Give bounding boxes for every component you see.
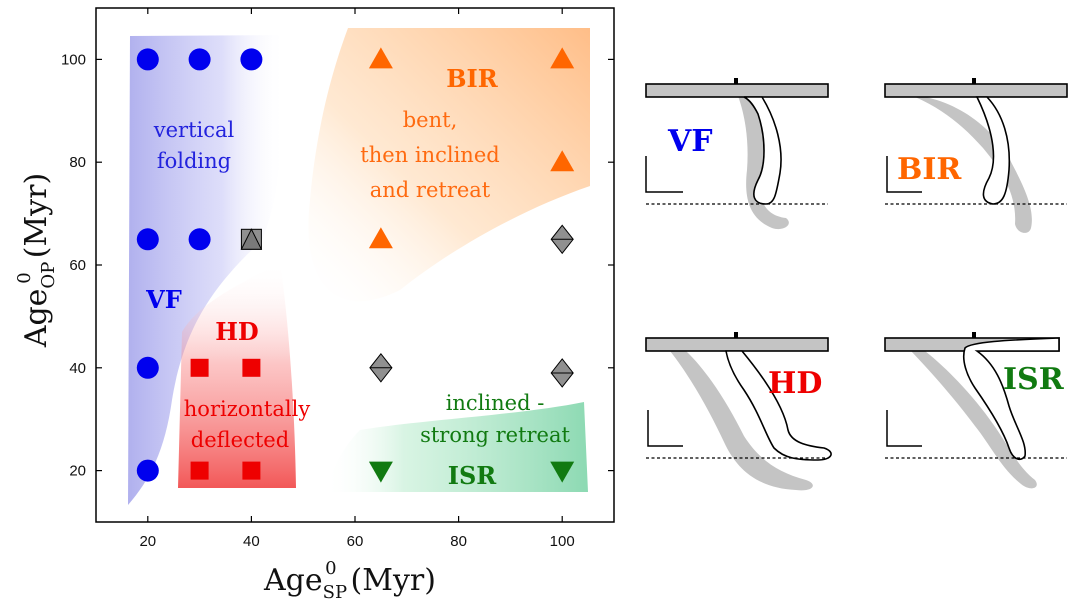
vf-description-line-1: vertical [153, 118, 235, 142]
x-axis-label: AgeSP0 (Myr) [263, 558, 436, 602]
panel-vf-label: VF [667, 124, 713, 159]
panel-isr: ISR [884, 332, 1067, 489]
panel-isr-trench-marker [972, 332, 976, 338]
panel-vf-trench-marker [734, 78, 738, 84]
bir-description-line-3: and retreat [370, 178, 491, 202]
marker-square [242, 358, 261, 377]
isr-description-line-1: inclined - [446, 391, 545, 415]
axis-ticks: 20 40 60 80 100 20 40 60 80 100 [61, 8, 614, 550]
marker-square [190, 358, 209, 377]
y-tick-label: 80 [69, 154, 86, 171]
panel-bir-label: BIR [897, 152, 962, 187]
marker-triangle-down [550, 461, 575, 483]
panel-bir: BIR [884, 78, 1068, 233]
y-tick-label: 20 [69, 463, 86, 480]
panel-hd-plate [645, 337, 829, 352]
marker-circle [188, 48, 211, 71]
region-isr [325, 402, 588, 492]
panel-vf-slab [743, 96, 782, 205]
marker-square [190, 461, 209, 480]
isr-abbr: ISR [448, 461, 498, 490]
marker-inner-triangle [240, 228, 263, 250]
isr-description-line-2: strong retreat [420, 423, 570, 447]
region-labels: vertical folding VF BIR bent, then incli… [145, 64, 570, 490]
panel-hd-trench-marker [734, 332, 738, 338]
marker-circle [136, 356, 159, 379]
x-tick-label: 100 [550, 533, 575, 550]
panel-isr-label: ISR [1003, 362, 1065, 397]
vf-description-line-2: folding [157, 149, 231, 173]
panel-vf-reference-slab [738, 96, 789, 230]
marker-circle [136, 228, 159, 251]
y-tick-label: 40 [69, 360, 86, 377]
marker-triangle-up [550, 150, 575, 172]
panel-hd-reference-slab [670, 351, 813, 491]
marker-square [242, 461, 261, 480]
marker-triangle-up [550, 47, 575, 69]
hd-description-line-1: horizontally [184, 397, 311, 421]
x-tick-label: 40 [243, 533, 260, 550]
hd-abbr: HD [215, 317, 259, 346]
marker-circle [240, 48, 263, 71]
panel-bir-slab [975, 96, 1011, 205]
panel-bir-trench-marker [972, 78, 976, 84]
panel-isr-slab [962, 337, 1060, 461]
y-axis-label: AgeOP0(Myr) [14, 173, 59, 348]
marker-circle [188, 228, 211, 251]
panel-hd-slab [725, 350, 832, 461]
panel-vf: VF [645, 78, 829, 230]
bir-description-line-1: bent, [403, 108, 458, 132]
panel-isr-reference-slab [911, 351, 1037, 489]
panel-bir-plate [884, 83, 1068, 98]
marker-circle [136, 459, 159, 482]
data-markers [136, 47, 575, 483]
vf-abbr: VF [145, 285, 182, 314]
panel-hd-scale-bar [647, 410, 683, 447]
bir-description-line-2: then inclined [360, 143, 499, 167]
panel-isr-scale-bar [886, 410, 922, 447]
panel-hd: HD [645, 332, 832, 491]
panel-hd-label: HD [768, 366, 822, 401]
bir-abbr: BIR [446, 64, 499, 93]
x-tick-label: 60 [347, 533, 364, 550]
x-tick-label: 20 [139, 533, 156, 550]
panel-vf-plate [645, 83, 829, 98]
y-tick-label: 60 [69, 257, 86, 274]
marker-circle [136, 48, 159, 71]
marker-triangle-up [368, 47, 393, 69]
marker-triangle-down [368, 461, 393, 483]
region-vf [128, 35, 286, 505]
marker-triangle-up [368, 227, 393, 249]
y-tick-label: 100 [61, 51, 86, 68]
region-hd [178, 262, 296, 488]
hd-description-line-2: deflected [191, 428, 289, 452]
panel-bir-scale-bar [886, 156, 922, 193]
panel-vf-scale-bar [645, 156, 683, 193]
x-tick-label: 80 [450, 533, 467, 550]
